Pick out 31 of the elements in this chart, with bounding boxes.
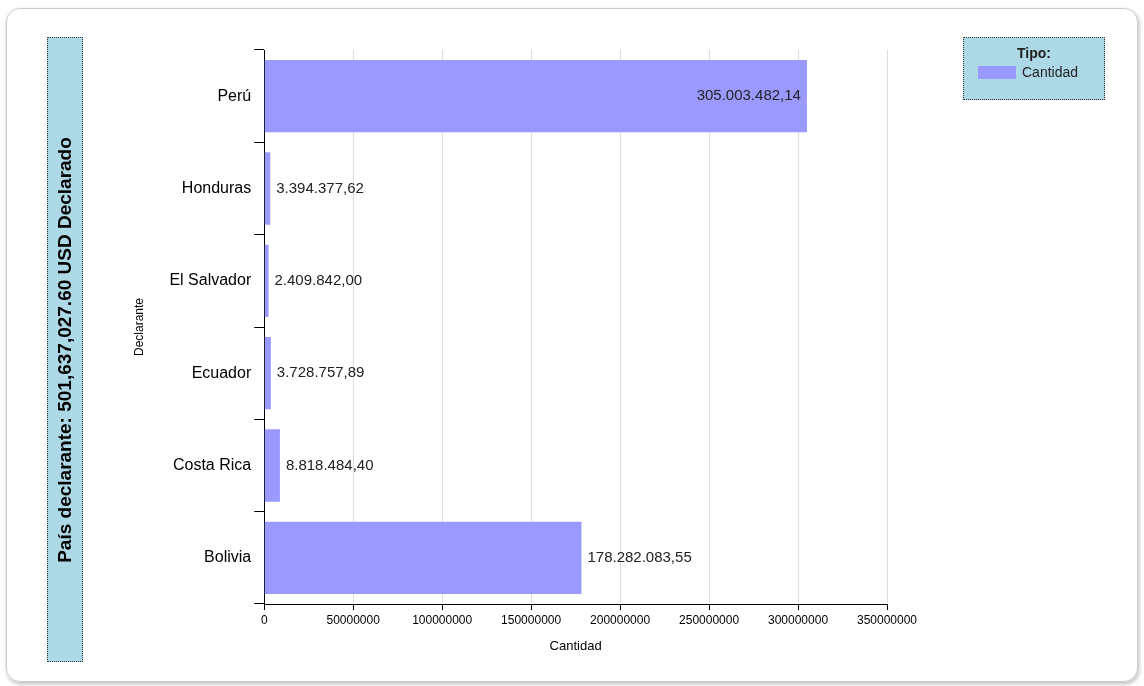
x-axis-title: Cantidad — [549, 637, 602, 653]
x-tick-label: 300000000 — [767, 612, 829, 627]
legend-title: Tipo: — [1016, 45, 1052, 61]
x-tick-label: 0 — [260, 612, 268, 627]
bar — [264, 244, 269, 318]
bar — [264, 59, 807, 133]
y-tick-label: Honduras — [181, 178, 252, 196]
y-tick-label: Perú — [217, 86, 252, 104]
x-tick-label: 50000000 — [326, 612, 381, 627]
bar — [264, 152, 271, 225]
y-tick-label: Costa Rica — [172, 455, 252, 473]
x-tick-label: 200000000 — [590, 612, 651, 627]
data-label: 178.282.083,55 — [587, 547, 692, 565]
bar — [264, 429, 280, 502]
y-tick-label: Bolivia — [204, 548, 252, 566]
y-axis-title: Declarante — [131, 297, 146, 357]
data-label: 2.409.842,00 — [274, 270, 363, 288]
data-label: 3.394.377,62 — [276, 178, 364, 196]
x-tick-label: 350000000 — [856, 612, 918, 627]
x-tick-label: 250000000 — [679, 612, 740, 627]
x-tick-label: 100000000 — [412, 612, 473, 627]
bar — [264, 336, 271, 410]
data-label: 3.728.757,89 — [276, 363, 365, 381]
data-label: 8.818.484,40 — [285, 455, 374, 473]
y-tick-label: Ecuador — [191, 363, 252, 381]
x-tick-label: 150000000 — [501, 612, 562, 627]
y-tick-label: El Salvador — [169, 271, 252, 289]
data-label: 305.003.482,14 — [696, 86, 801, 104]
bar — [264, 521, 582, 595]
text: País declarante: 501,637,027.60 USD Declarado — [54, 136, 76, 563]
legend-label: Cantidad — [1022, 64, 1079, 80]
